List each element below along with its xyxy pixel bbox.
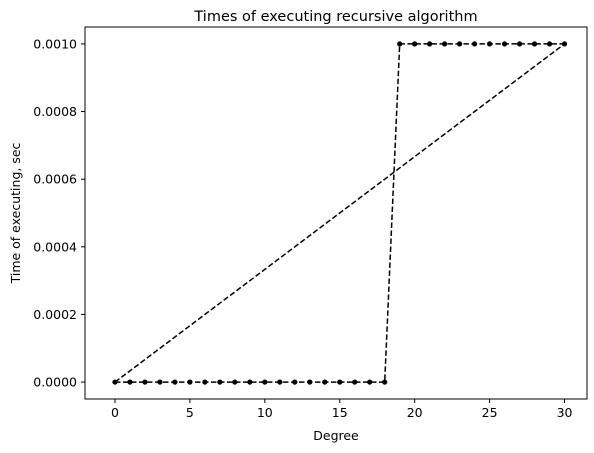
data-point — [367, 379, 372, 384]
data-point — [412, 41, 417, 46]
x-tick-label: 10 — [257, 405, 273, 420]
data-point — [127, 379, 132, 384]
y-tick-label: 0.0008 — [33, 104, 77, 119]
data-point — [322, 379, 327, 384]
data-point — [292, 379, 297, 384]
data-point — [487, 41, 492, 46]
data-point — [232, 379, 237, 384]
x-tick-label: 20 — [407, 405, 423, 420]
y-tick-label: 0.0010 — [33, 36, 77, 51]
series-layer — [112, 41, 567, 384]
data-point — [457, 41, 462, 46]
y-tick-label: 0.0006 — [33, 172, 77, 187]
x-tick-label: 5 — [186, 405, 194, 420]
x-tick-label: 0 — [111, 405, 119, 420]
x-axis-label: Degree — [313, 428, 359, 443]
x-tick-label: 25 — [482, 405, 498, 420]
data-point — [142, 379, 147, 384]
data-point — [472, 41, 477, 46]
data-point — [352, 379, 357, 384]
series-line-2 — [115, 44, 565, 382]
data-point — [262, 379, 267, 384]
y-tick-label: 0.0000 — [33, 375, 77, 390]
x-tick-label: 30 — [557, 405, 573, 420]
data-point — [307, 379, 312, 384]
data-point — [337, 379, 342, 384]
data-point — [502, 41, 507, 46]
ticks-layer: 0 5 10 15 20 25 30 0.0000 0.0002 0.0004 0.0006 0.00… — [33, 36, 572, 420]
data-point — [277, 379, 282, 384]
data-point — [517, 41, 522, 46]
data-point — [532, 41, 537, 46]
data-point — [397, 41, 402, 46]
data-point — [247, 379, 252, 384]
data-point — [382, 379, 387, 384]
data-point — [187, 379, 192, 384]
chart-title: Times of executing recursive algorithm — [193, 9, 477, 25]
data-point — [202, 379, 207, 384]
data-point — [427, 41, 432, 46]
x-tick-label: 15 — [332, 405, 348, 420]
y-tick-label: 0.0004 — [33, 239, 77, 254]
data-point — [442, 41, 447, 46]
y-axis-label: Time of executing, sec — [8, 142, 23, 284]
data-point — [172, 379, 177, 384]
data-point — [157, 379, 162, 384]
y-tick-label: 0.0002 — [33, 307, 77, 322]
data-point — [547, 41, 552, 46]
data-point — [217, 379, 222, 384]
